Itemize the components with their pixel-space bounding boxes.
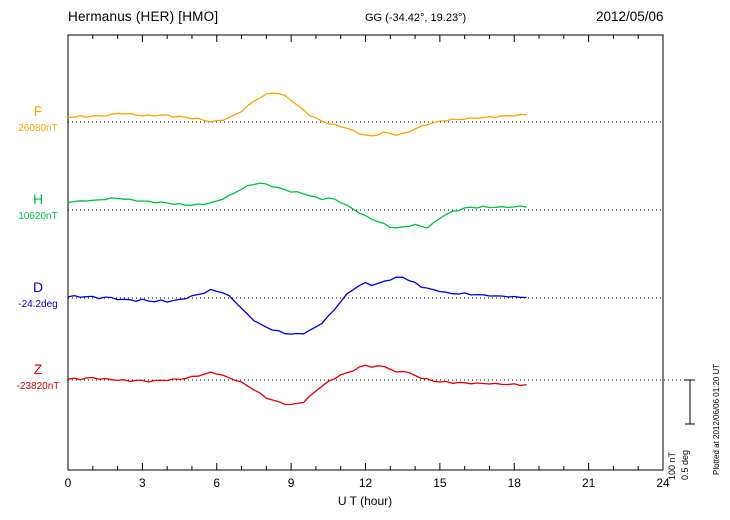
component-letter: D [32,279,44,295]
gg-coordinates: GG (-34.42°, 19.23°) [365,12,467,24]
x-tick-label: 12 [358,476,373,490]
component-label-z: Z -23820nT [12,362,64,392]
x-tick-label: 0 [64,476,72,490]
x-axis-label: U T (hour) [337,494,393,508]
x-tick-label: 15 [433,476,447,490]
component-baseline-value: 10620nT [18,211,58,222]
plot-frame [67,34,664,471]
component-letter: H [32,191,44,207]
component-label-h: H 10620nT [12,192,64,222]
trace-H [67,182,527,229]
x-tick-label: 21 [581,476,596,490]
x-tick-label: 6 [213,476,221,490]
component-baseline-value: -24.2deg [18,299,58,310]
x-tick-label: 3 [139,476,146,490]
component-label-f: F 26080nT [12,104,64,134]
trace-F [68,92,527,137]
scale-bar-nt-label: 100 nT [667,451,677,480]
component-letter: Z [33,361,43,377]
x-tick-label: 24 [656,476,670,490]
component-baseline-value: -23820nT [16,381,60,392]
x-tick-label: 9 [287,476,295,490]
x-tick-label: 18 [507,476,521,490]
trace-D [67,276,527,335]
component-letter: F [33,103,43,119]
component-label-d: D -24.2deg [12,280,64,310]
plotted-at-note: Plotted at 2012/06/06 01:20 UT [712,363,721,475]
component-baseline-value: 26080nT [18,123,58,134]
station-title: Hermanus (HER) [HMO] [68,9,219,24]
trace-Z [67,364,527,406]
plot-date: 2012/05/06 [596,9,664,24]
scale-bar-deg-label: 0.5 deg [680,449,690,480]
